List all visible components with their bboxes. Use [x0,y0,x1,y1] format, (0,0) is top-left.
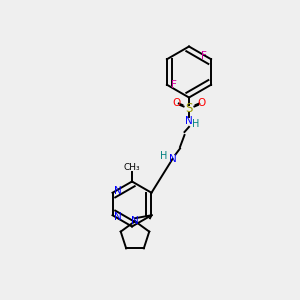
Text: CH₃: CH₃ [124,163,140,172]
Text: N: N [131,216,139,226]
Text: N: N [169,154,176,164]
Text: H: H [192,119,199,130]
Text: S: S [185,101,193,115]
Text: N: N [114,212,122,222]
Text: H: H [160,151,168,161]
Text: F: F [172,80,177,90]
Text: N: N [184,116,192,127]
Text: O: O [172,98,181,109]
Text: N: N [114,186,122,196]
Text: F: F [201,51,206,61]
Text: O: O [197,98,206,109]
